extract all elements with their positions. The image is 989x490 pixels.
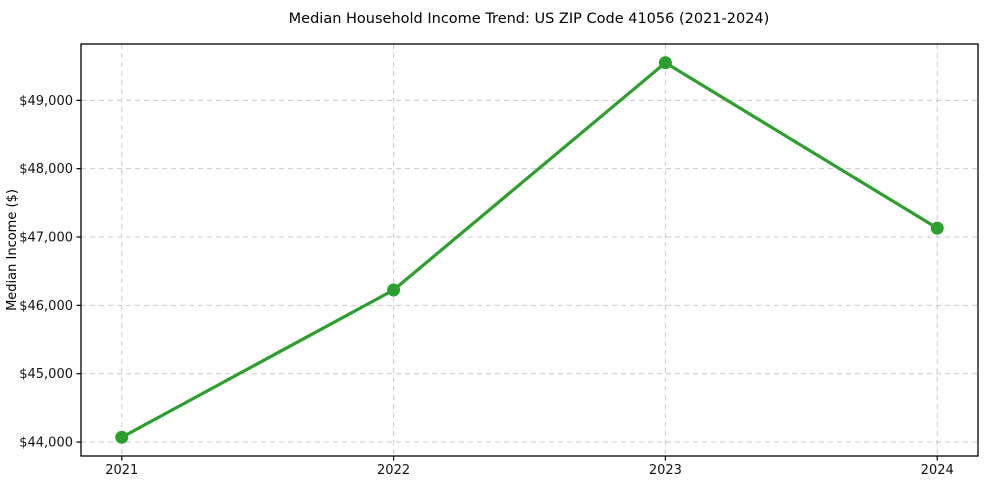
chart-title: Median Household Income Trend: US ZIP Co…	[289, 11, 770, 27]
trend-line	[120, 61, 939, 439]
x-tick-label: 2022	[377, 463, 410, 478]
x-tick-label: 2024	[921, 463, 954, 478]
x-tick-label: 2021	[105, 463, 138, 478]
axes-frame	[80, 43, 979, 457]
data-series	[115, 56, 944, 444]
y-tick-label: $45,000	[19, 367, 73, 382]
tick-marks	[76, 99, 938, 461]
y-axis-label: Median Income ($)	[5, 189, 20, 311]
y-tick-label: $48,000	[19, 162, 73, 177]
data-point-marker	[658, 56, 672, 70]
y-tick-label: $47,000	[19, 231, 73, 246]
data-point-marker	[930, 221, 944, 235]
plot-border	[80, 43, 979, 457]
data-point-marker	[115, 430, 129, 444]
gridlines	[81, 44, 978, 456]
data-point-marker	[387, 283, 401, 297]
x-tick-label: 2023	[649, 463, 682, 478]
tick-labels: $44,000 $45,000 $46,000 $47,000 $48,000 $49,0…	[19, 94, 954, 478]
y-tick-label: $44,000	[19, 436, 73, 451]
y-tick-label: $49,000	[19, 94, 73, 109]
y-tick-label: $46,000	[19, 299, 73, 314]
